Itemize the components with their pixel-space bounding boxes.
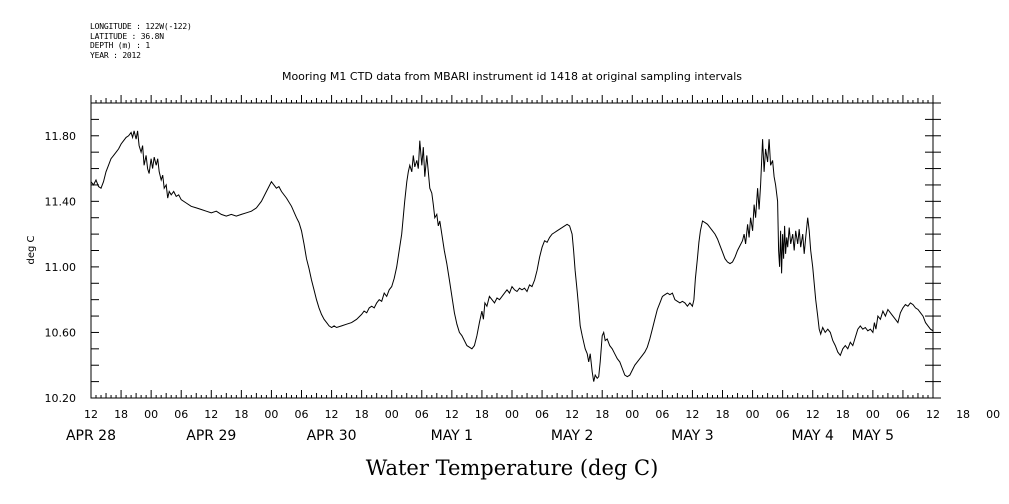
plot-frame bbox=[90, 102, 934, 399]
x-tick-label: 12 bbox=[84, 408, 98, 421]
y-tick-label: 11.40 bbox=[45, 195, 77, 208]
x-tick-label: 06 bbox=[776, 408, 790, 421]
x-tick-label: 00 bbox=[505, 408, 519, 421]
plot-axes: 12 18 00 06 12 18 00 06 12 18 00 06 12 18 00 06 12 18 00 06… bbox=[45, 95, 1000, 444]
x-day-label: MAY 5 bbox=[852, 428, 894, 444]
x-tick-label: 18 bbox=[956, 408, 970, 421]
x-axis-label: Water Temperature (deg C) bbox=[366, 456, 659, 480]
x-tick-label: 06 bbox=[415, 408, 429, 421]
x-tick-label: 12 bbox=[685, 408, 699, 421]
x-day-label: APR 30 bbox=[307, 428, 357, 444]
x-day-label: MAY 3 bbox=[671, 428, 713, 444]
x-day-label: APR 29 bbox=[186, 428, 236, 444]
x-tick-label: 00 bbox=[986, 408, 1000, 421]
y-tick-label: 10.60 bbox=[45, 326, 77, 339]
x-tick-label: 18 bbox=[836, 408, 850, 421]
latitude-text: LATITUDE : 36.8N bbox=[90, 31, 164, 41]
x-tick-label: 06 bbox=[295, 408, 309, 421]
x-tick-label: 00 bbox=[625, 408, 639, 421]
x-tick-label: 06 bbox=[896, 408, 910, 421]
x-tick-label: 18 bbox=[595, 408, 609, 421]
x-tick-label: 06 bbox=[655, 408, 669, 421]
x-tick-label: 18 bbox=[475, 408, 489, 421]
x-day-label: APR 28 bbox=[66, 428, 116, 444]
x-tick-label: 18 bbox=[355, 408, 369, 421]
x-tick-label: 00 bbox=[746, 408, 760, 421]
metadata-block: LONGITUDE : 122W(-122) LATITUDE : 36.8N … bbox=[90, 22, 192, 60]
x-tick-label: 12 bbox=[325, 408, 339, 421]
x-tick-label: 12 bbox=[926, 408, 940, 421]
x-tick-label: 00 bbox=[264, 408, 278, 421]
y-tick-label: 11.80 bbox=[45, 130, 77, 143]
year-text: YEAR : 2012 bbox=[90, 50, 141, 60]
chart-title: Mooring M1 CTD data from MBARI instrumen… bbox=[282, 70, 742, 83]
x-tick-label: 18 bbox=[716, 408, 730, 421]
longitude-text: LONGITUDE : 122W(-122) bbox=[90, 22, 192, 31]
x-tick-label: 12 bbox=[565, 408, 579, 421]
x-tick-label: 00 bbox=[144, 408, 158, 421]
depth-text: DEPTH (m) : 1 bbox=[90, 41, 151, 50]
x-tick-label: 06 bbox=[174, 408, 188, 421]
x-tick-label: 00 bbox=[866, 408, 880, 421]
x-tick-label: 12 bbox=[445, 408, 459, 421]
y-axis-label: deg C bbox=[26, 235, 37, 264]
x-tick-label: 12 bbox=[204, 408, 218, 421]
x-tick-label: 18 bbox=[234, 408, 248, 421]
y-tick-label: 10.20 bbox=[45, 392, 77, 405]
x-tick-label: 06 bbox=[535, 408, 549, 421]
x-tick-label: 18 bbox=[114, 408, 128, 421]
x-day-label: MAY 4 bbox=[791, 428, 834, 444]
series-line bbox=[90, 130, 934, 382]
x-day-label: MAY 1 bbox=[431, 428, 473, 444]
x-day-label: MAY 2 bbox=[551, 428, 593, 444]
x-tick-label: 12 bbox=[806, 408, 820, 421]
x-tick-label: 00 bbox=[385, 408, 399, 421]
y-tick-label: 11.00 bbox=[45, 261, 77, 274]
